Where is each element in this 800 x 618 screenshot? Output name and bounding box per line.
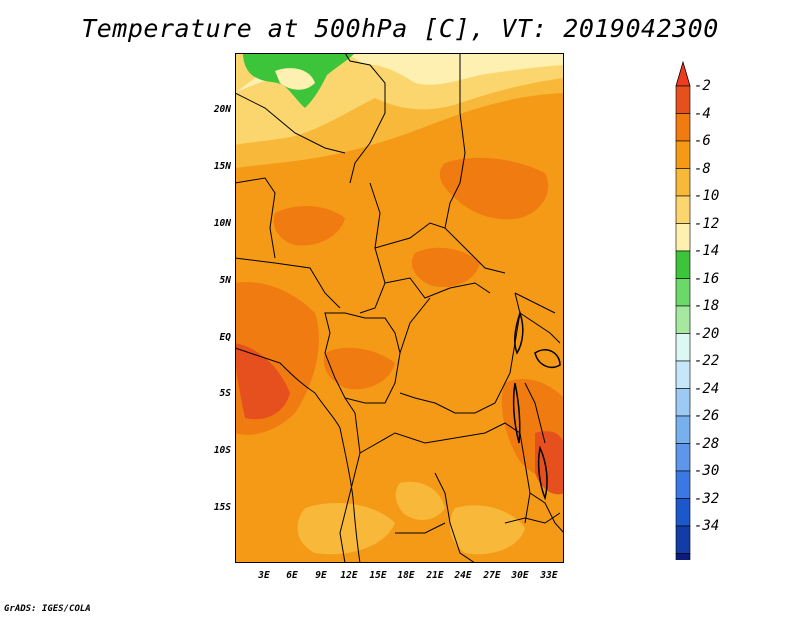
colorbar-label: -4 [694, 105, 711, 122]
lat-label-15n: 15N [213, 161, 231, 172]
lon-label-3e: 3E [258, 570, 270, 581]
lat-label-10s: 10S [213, 445, 231, 456]
lon-label-12e: 12E [340, 570, 358, 581]
lat-label-15s: 15S [213, 502, 231, 513]
colorbar-swatches [675, 60, 691, 607]
colorbar-swatch [675, 470, 691, 499]
colorbar-label: -22 [694, 353, 720, 369]
lon-label-27e: 27E [483, 570, 501, 581]
colorbar-label: -2 [694, 78, 711, 94]
lake-outlines [512, 310, 561, 501]
field-patch-south-central [395, 481, 445, 520]
lat-label-5s: 5S [219, 388, 231, 399]
colorbar-swatch [675, 278, 691, 307]
colorbar-cap-top [675, 60, 691, 87]
colorbar-label: -28 [694, 435, 720, 452]
colorbar-label: -8 [694, 160, 711, 177]
coastline [235, 347, 361, 563]
colorbar-label: -34 [694, 518, 720, 534]
colorbar-swatch [675, 388, 691, 417]
field-patch-atlantic-warm [235, 343, 290, 420]
colorbar-swatch [675, 223, 691, 252]
colorbar-swatch [675, 498, 691, 527]
field-patch-lake-warm [535, 431, 564, 495]
lon-label-21e: 21E [426, 570, 444, 581]
field-patch-east [439, 157, 549, 220]
colorbar-swatch [675, 140, 691, 169]
temperature-field-map [235, 53, 564, 563]
lon-label-24e: 24E [454, 570, 472, 581]
lon-label-9e: 9E [315, 570, 327, 581]
grads-credit: GrADS: IGES/COLA [4, 604, 91, 614]
colorbar-label: -6 [694, 133, 711, 149]
lat-label-eq: EQ [219, 332, 231, 343]
lon-label-18e: 18E [397, 570, 415, 581]
field-pocket-warm [275, 68, 315, 90]
colorbar-label: -10 [694, 188, 720, 204]
map-border [235, 53, 564, 563]
country-boundaries [235, 53, 564, 563]
lon-label-33e: 33E [540, 570, 558, 581]
colorbar-label: -14 [694, 243, 720, 259]
field-band-minus12 [345, 53, 564, 85]
colorbar-label: -30 [694, 463, 720, 479]
colorbar-swatch [675, 360, 691, 389]
lat-label-10n: 10N [213, 218, 231, 229]
lon-label-30e: 30E [511, 570, 529, 581]
field-patch-south-east [449, 505, 525, 555]
colorbar [670, 60, 694, 607]
lon-label-15e: 15E [369, 570, 387, 581]
colorbar-swatch [675, 525, 691, 554]
colorbar-swatch [675, 85, 691, 114]
colorbar-label: -18 [694, 298, 720, 314]
colorbar-swatch [675, 553, 691, 582]
lon-label-6e: 6E [286, 570, 298, 581]
colorbar-swatch [675, 168, 691, 197]
lat-label-20n: 20N [213, 104, 231, 115]
field-patch-congo [323, 347, 395, 390]
colorbar-label: -16 [694, 270, 720, 287]
colorbar-label: -12 [694, 215, 720, 232]
field-patch-west [273, 206, 345, 246]
colorbar-label: -20 [694, 325, 720, 342]
colorbar-swatch [675, 333, 691, 362]
lat-label-5n: 5N [219, 275, 231, 286]
colorbar-swatch [675, 113, 691, 142]
colorbar-swatch [675, 305, 691, 334]
colorbar-swatch [675, 415, 691, 444]
colorbar-label: -26 [694, 408, 720, 424]
colorbar-label: -24 [694, 380, 720, 397]
colorbar-swatch [675, 195, 691, 224]
field-patch-central [411, 247, 480, 287]
colorbar-swatch [675, 443, 691, 472]
map-panel [235, 53, 564, 563]
map-title: Temperature at 500hPa [C], VT: 201904230… [81, 14, 719, 43]
colorbar-label: -32 [694, 490, 720, 507]
field-patch-south-west [297, 503, 395, 555]
colorbar-swatch [675, 250, 691, 279]
